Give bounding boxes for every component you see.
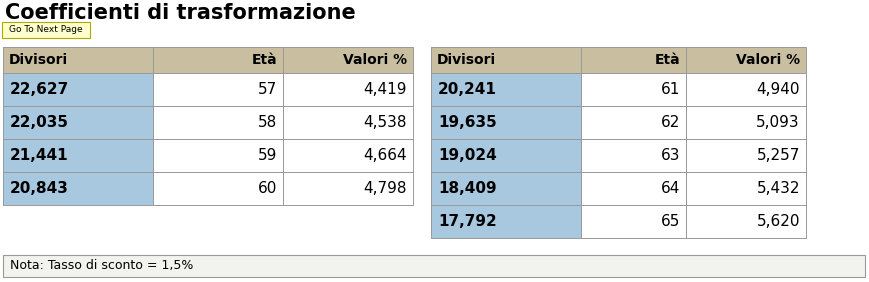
FancyBboxPatch shape (282, 106, 413, 139)
FancyBboxPatch shape (3, 47, 153, 73)
FancyBboxPatch shape (2, 22, 90, 38)
FancyBboxPatch shape (580, 47, 686, 73)
Text: Nota: Tasso di sconto = 1,5%: Nota: Tasso di sconto = 1,5% (10, 259, 193, 272)
FancyBboxPatch shape (686, 47, 805, 73)
Text: 20,241: 20,241 (437, 82, 496, 97)
FancyBboxPatch shape (686, 172, 805, 205)
Text: 4,664: 4,664 (363, 148, 407, 163)
FancyBboxPatch shape (153, 172, 282, 205)
Text: Coefficienti di trasformazione: Coefficienti di trasformazione (5, 3, 355, 23)
Text: 19,635: 19,635 (437, 115, 496, 130)
Text: 57: 57 (257, 82, 276, 97)
FancyBboxPatch shape (580, 205, 686, 238)
Text: 4,940: 4,940 (756, 82, 799, 97)
FancyBboxPatch shape (153, 106, 282, 139)
FancyBboxPatch shape (686, 205, 805, 238)
FancyBboxPatch shape (282, 73, 413, 106)
FancyBboxPatch shape (153, 139, 282, 172)
Text: 21,441: 21,441 (10, 148, 69, 163)
Text: Età: Età (251, 53, 276, 67)
FancyBboxPatch shape (580, 139, 686, 172)
Text: 18,409: 18,409 (437, 181, 496, 196)
Text: 5,257: 5,257 (756, 148, 799, 163)
Text: 4,419: 4,419 (363, 82, 407, 97)
Text: 63: 63 (660, 148, 680, 163)
FancyBboxPatch shape (153, 73, 282, 106)
FancyBboxPatch shape (282, 172, 413, 205)
Text: 4,798: 4,798 (363, 181, 407, 196)
FancyBboxPatch shape (580, 73, 686, 106)
FancyBboxPatch shape (580, 172, 686, 205)
FancyBboxPatch shape (3, 73, 153, 106)
Text: 22,627: 22,627 (10, 82, 70, 97)
Text: 60: 60 (257, 181, 276, 196)
Text: Valori %: Valori % (735, 53, 799, 67)
Text: 17,792: 17,792 (437, 214, 496, 229)
Text: 61: 61 (660, 82, 680, 97)
FancyBboxPatch shape (430, 139, 580, 172)
Text: 4,538: 4,538 (363, 115, 407, 130)
FancyBboxPatch shape (3, 255, 864, 277)
Text: 19,024: 19,024 (437, 148, 496, 163)
FancyBboxPatch shape (430, 106, 580, 139)
FancyBboxPatch shape (430, 73, 580, 106)
FancyBboxPatch shape (3, 172, 153, 205)
Text: Valori %: Valori % (342, 53, 407, 67)
Text: 5,620: 5,620 (756, 214, 799, 229)
Text: 22,035: 22,035 (10, 115, 69, 130)
FancyBboxPatch shape (580, 106, 686, 139)
FancyBboxPatch shape (430, 205, 580, 238)
FancyBboxPatch shape (3, 106, 153, 139)
Text: 5,093: 5,093 (755, 115, 799, 130)
Text: Go To Next Page: Go To Next Page (10, 25, 83, 34)
Text: 58: 58 (257, 115, 276, 130)
Text: 20,843: 20,843 (10, 181, 69, 196)
FancyBboxPatch shape (686, 73, 805, 106)
FancyBboxPatch shape (282, 47, 413, 73)
Text: 62: 62 (660, 115, 680, 130)
Text: 59: 59 (257, 148, 276, 163)
FancyBboxPatch shape (282, 139, 413, 172)
FancyBboxPatch shape (430, 172, 580, 205)
Text: 65: 65 (660, 214, 680, 229)
FancyBboxPatch shape (430, 47, 805, 73)
FancyBboxPatch shape (686, 106, 805, 139)
FancyBboxPatch shape (686, 139, 805, 172)
Text: 64: 64 (660, 181, 680, 196)
Text: 5,432: 5,432 (756, 181, 799, 196)
Text: Divisori: Divisori (9, 53, 68, 67)
Text: Età: Età (653, 53, 680, 67)
FancyBboxPatch shape (3, 47, 413, 73)
FancyBboxPatch shape (153, 47, 282, 73)
Text: Divisori: Divisori (436, 53, 495, 67)
FancyBboxPatch shape (430, 47, 580, 73)
FancyBboxPatch shape (3, 139, 153, 172)
